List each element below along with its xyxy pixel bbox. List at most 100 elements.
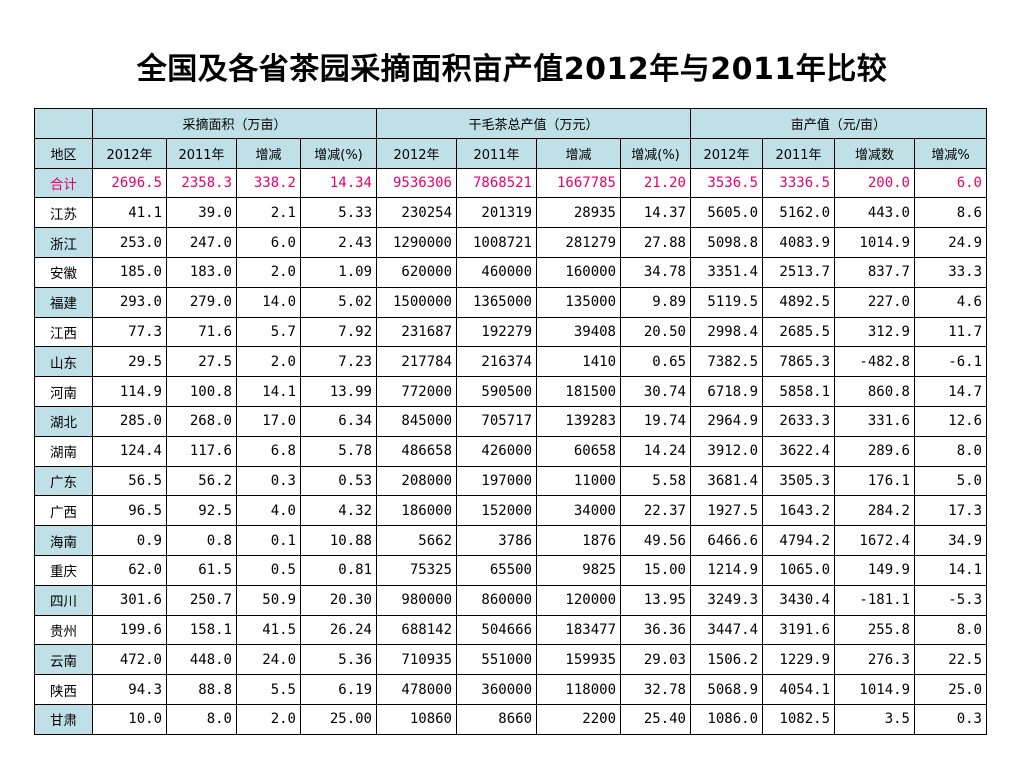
table-row: 河南 114.9 100.8 14.1 13.99 772000 590500 181500 3…	[34, 376, 987, 407]
value-cell: -5.3	[914, 584, 987, 616]
column-header: 2011年	[762, 137, 835, 169]
value-cell: 41.5	[236, 614, 301, 646]
total-row: 合计 2696.5 2358.3 338.2 14.34 9536306 7868521 16…	[34, 167, 987, 199]
value-cell: 1500000	[376, 286, 457, 318]
value-cell: 5.78	[300, 435, 377, 467]
table-row: 广东 56.5 56.2 0.3 0.53 208000 197000 11000 5.58 36…	[34, 465, 987, 497]
value-cell: 21.20	[620, 167, 691, 199]
value-cell: 181500	[536, 376, 621, 407]
value-cell: 135000	[536, 286, 621, 318]
value-cell: 25.00	[300, 703, 377, 735]
group-yield: 亩产值（元/亩）	[690, 108, 987, 139]
value-cell: 231687	[376, 316, 457, 348]
value-cell: 9536306	[376, 167, 457, 199]
value-cell: 279.0	[166, 286, 237, 318]
value-cell: 25.40	[620, 703, 691, 735]
value-cell: 199.6	[92, 614, 167, 646]
value-cell: 1082.5	[762, 703, 835, 735]
value-cell: 6.0	[914, 167, 987, 199]
value-cell: 478000	[376, 674, 457, 705]
value-cell: 2.0	[236, 346, 301, 378]
value-cell: 3430.4	[762, 584, 835, 616]
value-cell: 3536.5	[690, 167, 763, 199]
value-cell: 14.7	[914, 376, 987, 407]
value-cell: 2200	[536, 703, 621, 735]
value-cell: 289.6	[834, 435, 915, 467]
region-cell: 云南	[34, 644, 93, 676]
value-cell: 100.8	[166, 376, 237, 407]
value-cell: 30.74	[620, 376, 691, 407]
value-cell: 312.9	[834, 316, 915, 348]
value-cell: 448.0	[166, 644, 237, 676]
value-cell: 6.0	[236, 227, 301, 258]
column-header: 增减(%)	[620, 137, 691, 169]
value-cell: 0.8	[166, 525, 237, 556]
value-cell: 0.3	[236, 465, 301, 497]
value-cell: -6.1	[914, 346, 987, 378]
value-cell: 1065.0	[762, 554, 835, 586]
value-cell: 772000	[376, 376, 457, 407]
table-row: 江西 77.3 71.6 5.7 7.92 231687 192279 39408 20.50 2…	[34, 316, 987, 348]
value-cell: 3249.3	[690, 584, 763, 616]
column-header: 2011年	[456, 137, 537, 169]
value-cell: 268.0	[166, 405, 237, 437]
value-cell: 2513.7	[762, 256, 835, 288]
region-cell: 河南	[34, 376, 93, 407]
value-cell: 183477	[536, 614, 621, 646]
value-cell: 22.37	[620, 495, 691, 527]
value-cell: 1229.9	[762, 644, 835, 676]
value-cell: 10.88	[300, 525, 377, 556]
value-cell: 5.33	[300, 197, 377, 229]
value-cell: 1410	[536, 346, 621, 378]
value-cell: 6466.6	[690, 525, 763, 556]
group-output: 干毛茶总产值（万元）	[376, 108, 691, 139]
value-cell: 837.7	[834, 256, 915, 288]
value-cell: 2998.4	[690, 316, 763, 348]
region-cell: 浙江	[34, 227, 93, 258]
value-cell: 426000	[456, 435, 537, 467]
value-cell: 301.6	[92, 584, 167, 616]
value-cell: 149.9	[834, 554, 915, 586]
value-cell: 6.19	[300, 674, 377, 705]
value-cell: 5068.9	[690, 674, 763, 705]
value-cell: 3622.4	[762, 435, 835, 467]
value-cell: 247.0	[166, 227, 237, 258]
value-cell: 114.9	[92, 376, 167, 407]
table-row: 广西 96.5 92.5 4.0 4.32 186000 152000 34000 22.37 1…	[34, 495, 987, 527]
value-cell: 158.1	[166, 614, 237, 646]
value-cell: 1876	[536, 525, 621, 556]
value-cell: 27.5	[166, 346, 237, 378]
value-cell: 2696.5	[92, 167, 167, 199]
value-cell: 620000	[376, 256, 457, 288]
table-row: 甘肃 10.0 8.0 2.0 25.00 10860 8660 2200 25.40 1086.…	[34, 703, 987, 735]
value-cell: 227.0	[834, 286, 915, 318]
value-cell: 200.0	[834, 167, 915, 199]
value-cell: 3505.3	[762, 465, 835, 497]
value-cell: 0.1	[236, 525, 301, 556]
value-cell: 980000	[376, 584, 457, 616]
value-cell: 11.7	[914, 316, 987, 348]
value-cell: 5.5	[236, 674, 301, 705]
value-cell: 2633.3	[762, 405, 835, 437]
region-cell: 江苏	[34, 197, 93, 229]
value-cell: 1014.9	[834, 674, 915, 705]
value-cell: 5119.5	[690, 286, 763, 318]
value-cell: 88.8	[166, 674, 237, 705]
value-cell: 34.9	[914, 525, 987, 556]
value-cell: 0.81	[300, 554, 377, 586]
value-cell: 8.0	[166, 703, 237, 735]
region-cell: 湖北	[34, 405, 93, 437]
value-cell: 230254	[376, 197, 457, 229]
value-cell: 1086.0	[690, 703, 763, 735]
value-cell: 7382.5	[690, 346, 763, 378]
table-row: 浙江 253.0 247.0 6.0 2.43 1290000 1008721 281279 2…	[34, 227, 987, 258]
value-cell: 486658	[376, 435, 457, 467]
value-cell: 50.9	[236, 584, 301, 616]
table-row: 湖北 285.0 268.0 17.0 6.34 845000 705717 139283 19…	[34, 405, 987, 437]
region-cell: 安徽	[34, 256, 93, 288]
value-cell: 14.1	[236, 376, 301, 407]
value-cell: 4083.9	[762, 227, 835, 258]
value-cell: 8.0	[914, 614, 987, 646]
value-cell: 2.1	[236, 197, 301, 229]
value-cell: 118000	[536, 674, 621, 705]
